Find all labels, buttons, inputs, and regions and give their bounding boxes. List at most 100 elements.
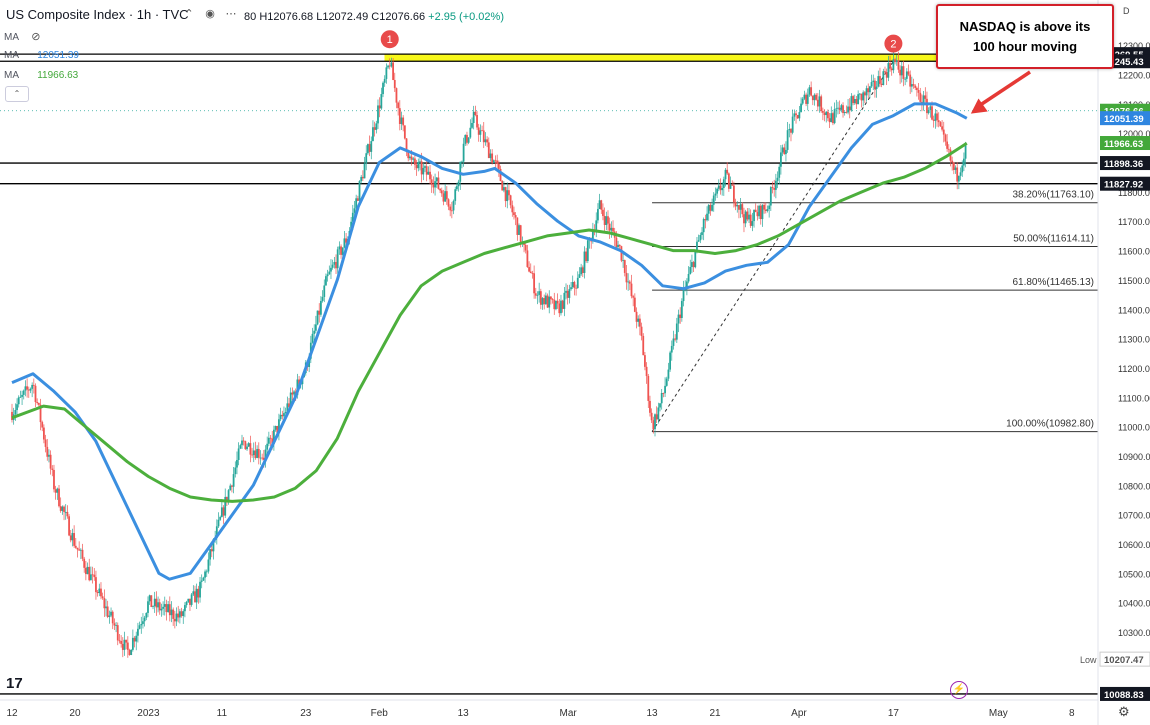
candle-body (375, 123, 378, 130)
ohlc-low: L12072.49 (316, 11, 369, 23)
x-tick-label: May (989, 708, 1008, 719)
candle-body (373, 127, 376, 130)
candle-body (110, 611, 112, 616)
candle-body (157, 602, 159, 608)
candle-body (721, 187, 724, 191)
candle-body (597, 209, 599, 221)
candle-body (647, 376, 650, 401)
candle-body (257, 448, 260, 458)
candle-body (365, 153, 368, 164)
indicator-ma-200[interactable]: MA 11966.63 (4, 70, 78, 81)
candle-body (538, 291, 541, 295)
candle-body (615, 237, 618, 248)
candle-body (393, 79, 396, 89)
candle-body (915, 87, 918, 90)
candle-body (618, 244, 621, 247)
candle-body (714, 193, 717, 196)
candle-body (353, 208, 356, 213)
symbol-title[interactable]: US Composite Index · 1h · TVC (6, 7, 189, 22)
timeframe-cut[interactable]: D (1123, 6, 1130, 16)
ohlc-prefix: 80 (244, 11, 257, 23)
candle-body (743, 214, 745, 224)
indicator-ma-100[interactable]: MA 12051.39 (4, 50, 79, 61)
candle-body (267, 437, 270, 444)
candle-body (827, 111, 829, 119)
candle-body (583, 251, 586, 273)
gear-icon[interactable]: ⚙ (1118, 704, 1130, 719)
candle-body (561, 300, 564, 309)
candle-body (351, 212, 354, 222)
candle-body (830, 113, 833, 123)
candle-body (895, 60, 898, 62)
candle-body (278, 419, 280, 433)
eye-icon[interactable]: ◉ (205, 8, 215, 20)
candle-body (753, 209, 755, 222)
candle-body (504, 187, 507, 202)
candle-body (68, 516, 70, 536)
candle-body (497, 163, 500, 169)
candle-body (165, 604, 168, 613)
candle-body (870, 82, 873, 87)
candle-body (192, 591, 195, 595)
candle-body (566, 290, 569, 298)
candle-body (771, 187, 774, 189)
candle-body (286, 403, 289, 413)
candle-body (407, 151, 410, 159)
candle-body (528, 267, 530, 272)
y-tick-label: 10700.00 (1118, 511, 1150, 521)
candle-body (808, 87, 811, 95)
y-tick-label: 12200.00 (1118, 71, 1150, 81)
candle-body (66, 511, 69, 517)
collapse-legend-button[interactable]: ⌃ (5, 86, 29, 102)
candle-body (103, 598, 106, 609)
candle-body (229, 485, 232, 491)
candle-body (333, 261, 336, 265)
candle-body (766, 209, 769, 212)
candle-body (776, 177, 779, 181)
peak-marker-label: 1 (387, 34, 393, 46)
candle-body (54, 489, 57, 493)
candle-body (909, 74, 912, 87)
candle-body (533, 273, 536, 294)
candle-body (914, 85, 917, 88)
candle-body (785, 149, 787, 155)
annotation-line-1: NASDAQ is above its (959, 19, 1091, 34)
candle-body (466, 134, 468, 143)
candle-body (565, 290, 567, 293)
more-icon[interactable]: ⋯ (225, 8, 237, 20)
candle-body (524, 244, 527, 251)
candle-body (951, 160, 954, 163)
chevron-up-icon[interactable]: ⌃ (184, 8, 194, 20)
candle-body (200, 580, 203, 582)
candle-body (603, 215, 606, 225)
eye-off-icon[interactable]: ⊘ (31, 31, 41, 43)
candle-body (607, 216, 609, 224)
candle-body (162, 606, 164, 609)
lightning-icon[interactable]: ⚡ (950, 681, 968, 699)
candle-body (385, 67, 388, 79)
candle-body (42, 427, 45, 440)
candle-body (887, 63, 890, 78)
candle-body (892, 59, 895, 71)
candle-body (341, 247, 344, 255)
candle-body (526, 250, 529, 268)
candle-body (207, 559, 210, 572)
candle-body (963, 158, 965, 166)
candle-body (56, 488, 59, 493)
candle-body (88, 566, 91, 581)
candle-body (457, 181, 460, 187)
candle-body (325, 276, 327, 286)
candle-body (875, 86, 878, 90)
price-tag-label: 11966.63 (1104, 139, 1143, 150)
price-tag-label: 10207.47 (1104, 655, 1144, 666)
tradingview-logo[interactable]: 17 (6, 675, 23, 692)
candle-body (758, 205, 760, 217)
candle-body (729, 184, 732, 189)
candle-body (780, 152, 782, 167)
candle-body (904, 78, 907, 80)
indicator-ma-1[interactable]: MA ⊘ (4, 30, 40, 44)
candle-body (496, 160, 499, 164)
candle-body (90, 574, 92, 581)
